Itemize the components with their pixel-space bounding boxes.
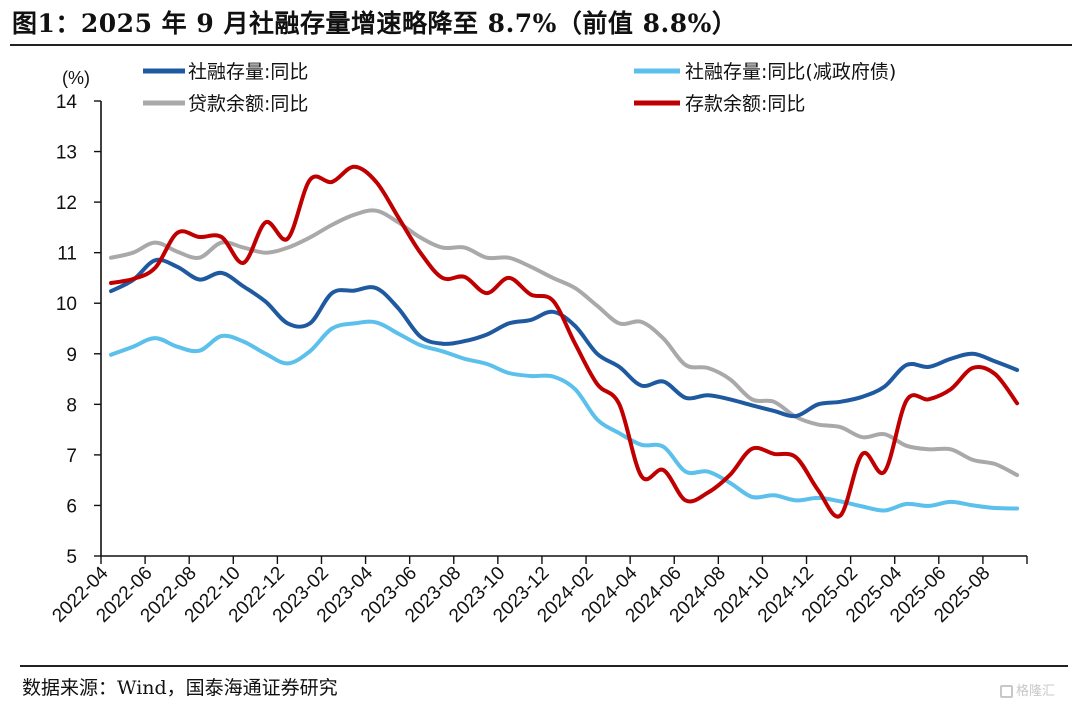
y-tick-label: 6 [66,496,77,517]
legend-item-loans: 贷款余额:同比 [143,93,308,115]
series-line-loans [109,208,1020,478]
watermark-text: 格隆汇 [1016,684,1056,699]
x-axis-ticks: 2022-042022-062022-082022-102022-122023-… [48,556,1028,627]
chart-title: 图1：2025 年 9 月社融存量增速略降至 8.7%（前值 8.8%） [12,9,738,38]
y-tick-label: 10 [56,294,77,315]
series-line-deposits [109,164,1020,519]
series-lines [109,164,1020,519]
watermark-icon [1000,685,1013,698]
axes [100,101,1027,557]
y-tick-label: 7 [66,446,77,467]
legend-label-tsf-ex-gov: 社融存量:同比(减政府债) [685,61,896,83]
legend: 社融存量:同比 社融存量:同比(减政府债) 贷款余额:同比 存款余额:同比 [143,61,896,115]
legend-label-loans: 贷款余额:同比 [188,93,308,115]
y-axis-unit-label: (%) [62,68,90,88]
y-tick-label: 14 [56,92,78,113]
watermark-logo: 格隆汇 [1000,680,1055,699]
footer-divider [20,665,1068,667]
y-tick-label: 9 [66,345,77,366]
legend-item-tsf-ex-gov: 社融存量:同比(减政府债) [634,61,896,83]
legend-label-tsf: 社融存量:同比 [188,61,308,83]
y-tick-label: 13 [56,143,77,164]
source-note: 数据来源：Wind，国泰海通证券研究 [22,677,338,699]
y-tick-label: 8 [66,395,77,416]
y-tick-label: 11 [57,244,77,265]
title-divider [10,44,1072,46]
y-axis-ticks: 5 6 7 8 9 10 11 12 13 14 [56,92,101,568]
y-tick-label: 12 [56,193,77,214]
line-chart: (%) 社融存量:同比 社融存量:同比(减政府债) 贷款余额:同比 存款余额:同… [48,61,1028,627]
legend-label-deposits: 存款余额:同比 [685,93,805,115]
y-tick-label: 5 [66,547,77,568]
legend-item-tsf: 社融存量:同比 [143,61,308,83]
legend-item-deposits: 存款余额:同比 [634,93,805,115]
series-line-tsf-ex-gov [109,319,1020,513]
